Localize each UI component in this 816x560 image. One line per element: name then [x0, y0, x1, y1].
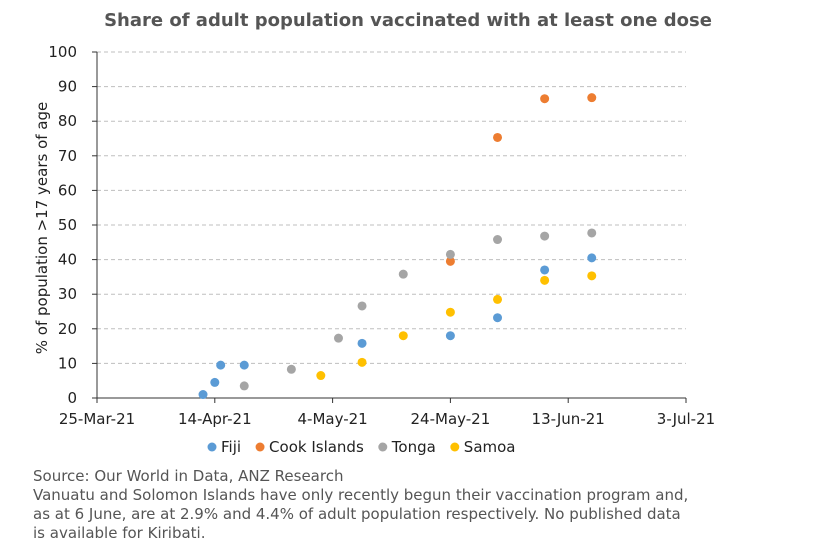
note-line-1: Vanuatu and Solomon Islands have only re…: [33, 486, 689, 504]
y-tick-labels: 0 10 20 30 40 50 60 70 80 90 100: [48, 43, 77, 407]
legend-label-cook-islands: Cook Islands: [269, 438, 364, 456]
data-point-tonga: [398, 269, 408, 279]
gridlines: [97, 51, 686, 364]
data-point-fiji: [445, 331, 455, 341]
y-tick-label: 30: [58, 285, 77, 303]
chart-title: Share of adult population vaccinated wit…: [104, 10, 712, 31]
data-point-tonga: [493, 235, 503, 245]
notes: Source: Our World in Data, ANZ Research …: [33, 467, 793, 543]
data-point-tonga: [239, 381, 249, 391]
x-tick-labels: 25-Mar-21 14-Apr-21 4-May-21 24-May-21 13-Ju…: [59, 410, 715, 428]
y-tick-label: 100: [48, 43, 77, 61]
y-tick-label: 40: [58, 251, 77, 269]
data-point-samoa: [357, 357, 367, 367]
data-point-fiji: [239, 360, 249, 370]
x-tick-label: 25-Mar-21: [59, 410, 135, 428]
y-tick-label: 80: [58, 112, 77, 130]
x-tick-label: 14-Apr-21: [178, 410, 252, 428]
y-tick-label: 90: [58, 78, 77, 96]
legend: Fiji Cook Islands Tonga Samoa: [207, 438, 516, 456]
x-tick-label: 24-May-21: [411, 410, 491, 428]
data-point-fiji: [493, 313, 503, 323]
data-point-tonga: [445, 249, 455, 259]
data-point-cook-islands: [540, 94, 550, 104]
x-tick-label: 3-Jul-21: [657, 410, 715, 428]
legend-marker-fiji: [207, 442, 217, 452]
data-point-cook-islands: [493, 132, 503, 142]
y-tick-label: 20: [58, 320, 77, 338]
x-tick-label: 13-Jun-21: [532, 410, 605, 428]
note-line-2: as at 6 June, are at 2.9% and 4.4% of ad…: [33, 505, 681, 523]
y-tick-label: 50: [58, 216, 77, 234]
data-point-fiji: [210, 377, 220, 387]
data-point-tonga: [333, 333, 343, 343]
data-point-fiji: [540, 265, 550, 275]
legend-marker-samoa: [450, 442, 460, 452]
x-tick-label: 4-May-21: [297, 410, 367, 428]
data-point-tonga: [286, 364, 296, 374]
y-tick-label: 70: [58, 147, 77, 165]
data-point-tonga: [357, 301, 367, 311]
data-point-samoa: [540, 275, 550, 285]
data-point-tonga: [540, 231, 550, 241]
data-point-fiji: [198, 390, 208, 400]
data-point-fiji: [216, 360, 226, 370]
y-axis-label: % of population >17 years of age: [33, 102, 51, 354]
y-tick-label: 10: [58, 354, 77, 372]
legend-marker-cook-islands: [255, 442, 265, 452]
legend-label-samoa: Samoa: [464, 438, 516, 456]
data-point-samoa: [445, 307, 455, 317]
data-point-tonga: [587, 228, 597, 238]
y-tick-label: 0: [67, 389, 77, 407]
note-line-3: is available for Kiribati.: [33, 524, 206, 542]
axes: [92, 51, 687, 403]
legend-marker-tonga: [378, 442, 388, 452]
data-point-fiji: [357, 338, 367, 348]
legend-label-fiji: Fiji: [221, 438, 241, 456]
data-point-samoa: [316, 371, 326, 381]
scatter-chart: 0 10 20 30 40 50 60 70 80 90 100 25-Mar-21 14-Apr-2…: [33, 43, 715, 456]
data-points: [198, 93, 597, 400]
data-point-samoa: [493, 294, 503, 304]
y-tick-label: 60: [58, 181, 77, 199]
source-note: Source: Our World in Data, ANZ Research: [33, 467, 344, 485]
data-point-samoa: [398, 331, 408, 341]
legend-label-tonga: Tonga: [391, 438, 436, 456]
data-point-fiji: [587, 253, 597, 263]
data-point-cook-islands: [445, 256, 455, 266]
data-point-samoa: [587, 271, 597, 281]
data-point-cook-islands: [587, 93, 597, 103]
